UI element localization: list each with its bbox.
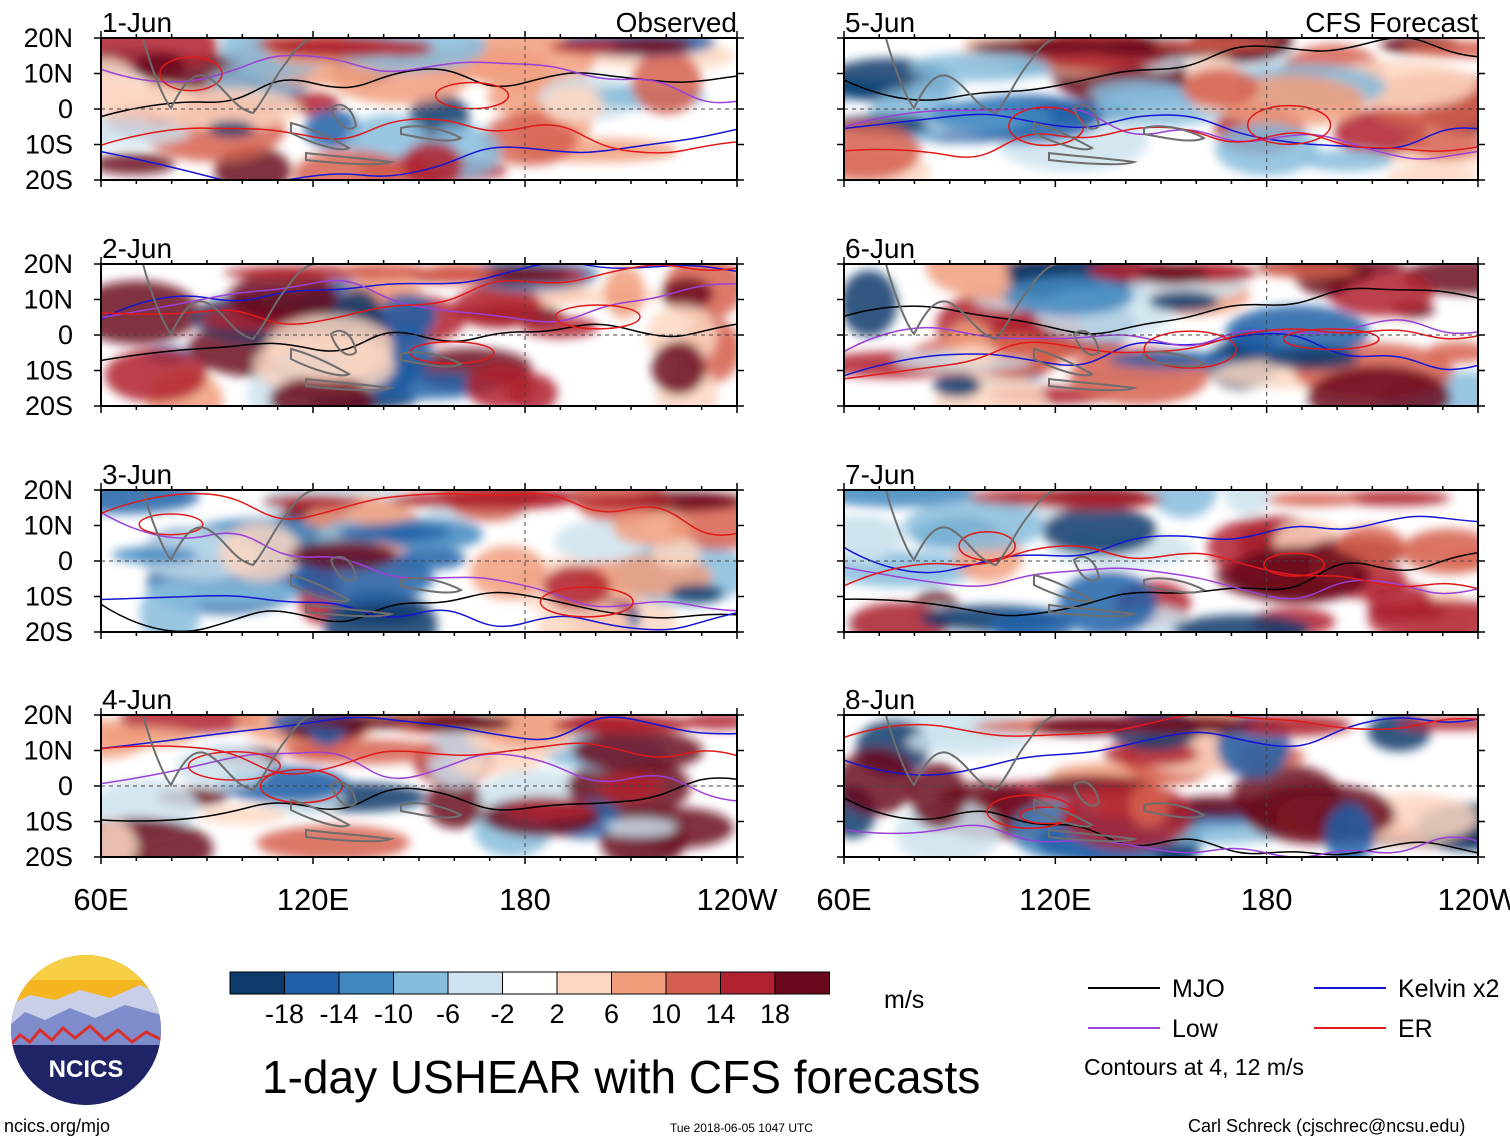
colorbar-swatch [393, 971, 449, 995]
x-tick-label: 180 [499, 882, 551, 917]
colorbar: -18 -14 -10 -6 -2 2 6 10 14 18 [229, 971, 830, 1029]
panel-date-label: 7-Jun [845, 459, 915, 490]
y-tick-label: 0 [58, 546, 73, 576]
panel-date-label: 5-Jun [845, 7, 915, 38]
colorbar-level: -6 [436, 999, 460, 1029]
panel-date-label: 2-Jun [102, 233, 172, 264]
y-tick-label: 20N [23, 700, 73, 730]
y-tick-label: 20N [23, 475, 73, 505]
colorbar-level: 2 [549, 999, 564, 1029]
panel-1-Jun: 20N 10N 0 10S 20S 1-Jun Observed [23, 7, 744, 195]
panel-8-Jun: 8-Jun [837, 684, 1485, 864]
x-tick-label: 60E [816, 882, 871, 917]
panel-7-Jun: 7-Jun [837, 459, 1485, 639]
colorbar-level: 6 [604, 999, 619, 1029]
colorbar-level: 10 [651, 999, 681, 1029]
contour-legend: MJO Kelvin x2 Low ER [1088, 975, 1499, 1043]
column-label: Observed [616, 7, 737, 38]
y-tick-label: 10S [25, 807, 73, 837]
contour-note: Contours at 4, 12 m/s [1084, 1054, 1304, 1080]
panel-date-label: 8-Jun [845, 684, 915, 715]
y-tick-label: 20S [25, 391, 73, 421]
colorbar-swatch [447, 971, 503, 995]
colorbar-level: -18 [265, 999, 304, 1029]
y-tick-label: 10N [23, 285, 73, 315]
panel-5-Jun: 5-Jun CFS Forecast [837, 7, 1485, 187]
y-tick-label: 0 [58, 94, 73, 124]
x-tick-label: 120E [1019, 882, 1091, 917]
colorbar-swatch [665, 971, 721, 995]
legend-label: MJO [1172, 975, 1225, 1003]
colorbar-swatch [229, 971, 285, 995]
y-tick-label: 20S [25, 165, 73, 195]
x-tick-label: 120E [277, 882, 349, 917]
panel-3-Jun: 20N 10N 0 10S 20S 3-Jun [23, 459, 744, 647]
colorbar-swatch [611, 971, 667, 995]
colorbar-swatch [502, 971, 558, 995]
panel-date-label: 4-Jun [102, 684, 172, 715]
colorbar-level: 14 [705, 999, 735, 1029]
unit-label: m/s [884, 986, 925, 1014]
y-tick-label: 10S [25, 130, 73, 160]
x-tick-label: 120W [697, 882, 779, 917]
y-tick-label: 20S [25, 842, 73, 872]
x-tick-label: 120W [1438, 882, 1510, 917]
timestamp: Tue 2018-06-05 1047 UTC [670, 1121, 813, 1135]
colorbar-swatch [284, 971, 340, 995]
y-tick-label: 10N [23, 511, 73, 541]
site-link[interactable]: ncics.org/mjo [4, 1116, 111, 1136]
x-tick-label: 60E [73, 882, 128, 917]
y-tick-label: 20N [23, 249, 73, 279]
legend-label: ER [1398, 1015, 1433, 1043]
colorbar-swatch [720, 971, 776, 995]
colorbar-level: -2 [490, 999, 514, 1029]
panel-2-Jun: 20N 10N 0 10S 20S 2-Jun [23, 233, 744, 421]
logo-text: NCICS [49, 1056, 124, 1083]
y-tick-label: 10N [23, 59, 73, 89]
legend-label: Kelvin x2 [1398, 975, 1499, 1003]
colorbar-swatch [338, 971, 394, 995]
y-tick-label: 20S [25, 617, 73, 647]
x-tick-label: 180 [1241, 882, 1293, 917]
y-tick-label: 0 [58, 320, 73, 350]
colorbar-level: -10 [374, 999, 413, 1029]
y-tick-label: 10S [25, 356, 73, 386]
credit: Carl Schreck (cjschrec@ncsu.edu) [1188, 1116, 1466, 1136]
y-tick-label: 20N [23, 23, 73, 53]
figure-title: 1-day USHEAR with CFS forecasts [262, 1051, 981, 1103]
column-label: CFS Forecast [1305, 7, 1478, 38]
colorbar-swatch [774, 971, 830, 995]
colorbar-level: -14 [319, 999, 358, 1029]
ncics-logo: NCICS [11, 955, 161, 1105]
y-tick-label: 10S [25, 582, 73, 612]
panel-date-label: 3-Jun [102, 459, 172, 490]
panel-date-label: 1-Jun [102, 7, 172, 38]
panel-date-label: 6-Jun [845, 233, 915, 264]
y-tick-label: 0 [58, 771, 73, 801]
colorbar-swatch [556, 971, 612, 995]
colorbar-level: 18 [760, 999, 790, 1029]
legend-label: Low [1172, 1015, 1219, 1043]
panel-4-Jun: 20N 10N 0 10S 20S 4-Jun [23, 684, 744, 872]
panel-6-Jun: 6-Jun [837, 233, 1485, 413]
y-tick-label: 10N [23, 736, 73, 766]
